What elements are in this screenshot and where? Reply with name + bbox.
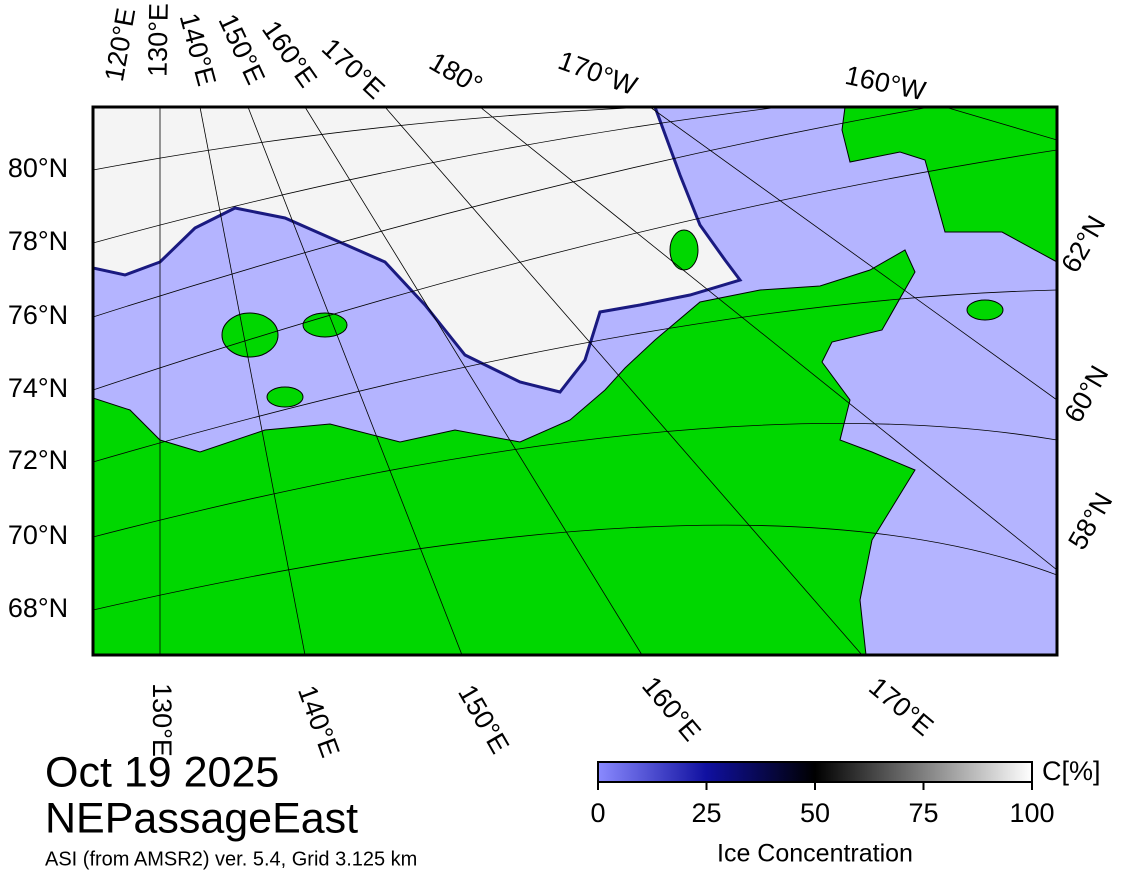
lat-label: 60°N bbox=[1058, 360, 1114, 427]
lon-label: 170°W bbox=[554, 45, 641, 101]
island bbox=[266, 386, 304, 408]
lat-label: 76°N bbox=[8, 300, 68, 330]
lon-label: 130°E bbox=[147, 683, 177, 757]
left-labels: 80°N 78°N 76°N 74°N 72°N 70°N 68°N bbox=[8, 153, 68, 623]
lon-label: 170°E bbox=[316, 32, 390, 104]
island bbox=[669, 229, 699, 271]
map bbox=[93, 107, 1057, 655]
source: ASI (from AMSR2) ver. 5.4, Grid 3.125 km bbox=[45, 848, 417, 870]
lon-label: 160°E bbox=[636, 671, 706, 747]
island bbox=[221, 312, 279, 358]
colorbar-label: Ice Concentration bbox=[717, 840, 913, 868]
lon-label: 160°W bbox=[842, 60, 928, 106]
colorbar-scale bbox=[597, 761, 1033, 783]
colorbar-tick-label: 100 bbox=[1009, 798, 1054, 828]
lon-label: 130°E bbox=[142, 3, 173, 77]
land bbox=[93, 249, 916, 655]
colorbar: C[%] Ice Concentration 0 25 50 75 100 bbox=[590, 756, 1100, 867]
island bbox=[966, 299, 1004, 321]
sea-ice bbox=[93, 107, 743, 394]
top-labels: 120°E 130°E 140°E 150°E 160°E 170°E 180°… bbox=[99, 3, 929, 107]
lat-label: 62°N bbox=[1055, 210, 1111, 277]
right-labels: 62°N 60°N 58°N bbox=[1055, 210, 1118, 554]
lat-label: 58°N bbox=[1062, 487, 1118, 554]
region: NEPassageEast bbox=[45, 794, 358, 842]
lat-label: 68°N bbox=[8, 593, 68, 623]
colorbar-unit: C[%] bbox=[1042, 756, 1101, 786]
colorbar-tick-label: 50 bbox=[800, 798, 830, 828]
date: Oct 19 2025 bbox=[45, 748, 279, 796]
land-northeast bbox=[841, 107, 1057, 263]
lon-label: 170°E bbox=[863, 671, 939, 741]
lon-label: 160°E bbox=[256, 15, 323, 93]
colorbar-tick-label: 25 bbox=[691, 798, 721, 828]
lon-label: 140°E bbox=[292, 682, 345, 762]
map-frame bbox=[91, 105, 1059, 657]
island bbox=[302, 312, 348, 338]
lat-label: 72°N bbox=[8, 445, 68, 475]
colorbar-tick-label: 75 bbox=[908, 798, 938, 828]
lat-label: 80°N bbox=[8, 153, 68, 183]
lat-label: 78°N bbox=[8, 226, 68, 256]
colorbar-tick-label: 0 bbox=[590, 798, 605, 828]
lon-label: 150°E bbox=[452, 680, 515, 759]
graticule bbox=[93, 107, 1057, 655]
lon-label: 180° bbox=[424, 46, 487, 100]
lat-label: 70°N bbox=[8, 520, 68, 550]
lat-label: 74°N bbox=[8, 373, 68, 403]
lon-label: 120°E bbox=[99, 6, 141, 84]
